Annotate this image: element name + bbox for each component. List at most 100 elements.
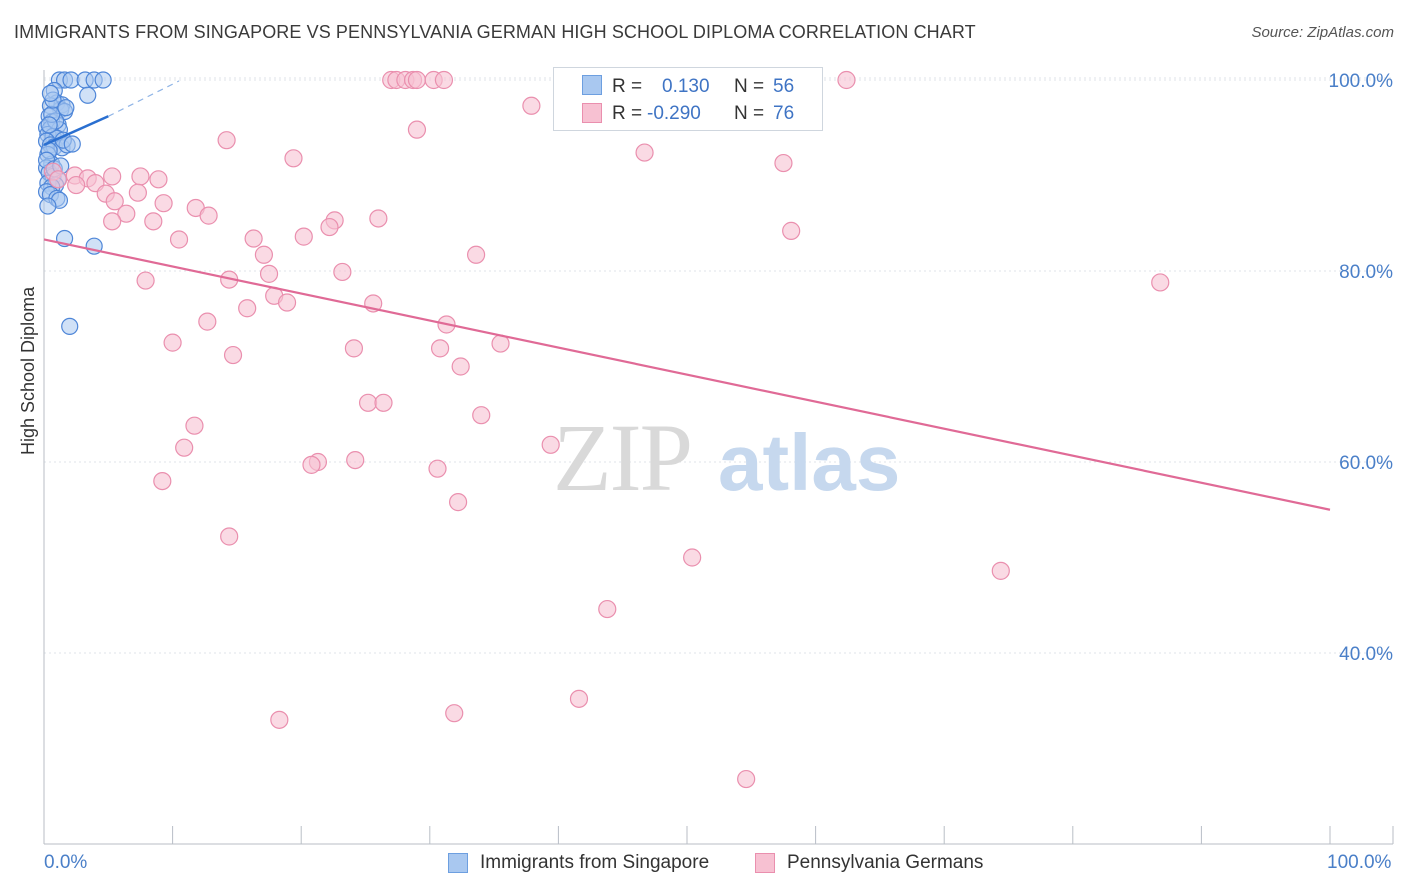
data-point-pennsylvania xyxy=(448,493,468,512)
data-point-pennsylvania xyxy=(169,230,189,249)
data-point-pennsylvania xyxy=(277,293,297,312)
trend-line-singapore xyxy=(43,115,109,147)
legend-n-value: 76 xyxy=(773,103,795,124)
data-point-singapore xyxy=(63,135,81,153)
data-point-pennsylvania xyxy=(837,70,856,90)
data-point-pennsylvania xyxy=(105,192,124,211)
watermark: ZIP atlas xyxy=(553,404,900,511)
series-legend: Immigrants from Singapore Pennsylvania G… xyxy=(0,850,1406,880)
data-point-pennsylvania xyxy=(635,143,654,162)
data-point-pennsylvania xyxy=(49,170,68,189)
x-tick-label-min: 0.0% xyxy=(44,852,88,873)
data-point-pennsylvania xyxy=(185,416,204,435)
legend-swatch-pennsylvania xyxy=(582,103,602,123)
data-point-pennsylvania xyxy=(522,96,541,115)
data-point-pennsylvania xyxy=(407,120,427,139)
data-point-singapore xyxy=(57,99,75,117)
data-point-pennsylvania xyxy=(598,599,617,619)
y-tick-label: 100.0% xyxy=(1329,71,1394,92)
data-point-pennsylvania xyxy=(259,264,279,283)
data-point-pennsylvania xyxy=(430,339,450,358)
data-point-pennsylvania xyxy=(991,561,1010,580)
data-point-pennsylvania xyxy=(374,393,393,412)
data-point-pennsylvania xyxy=(466,245,486,264)
chart-title: IMMIGRANTS FROM SINGAPORE VS PENNSYLVANI… xyxy=(14,22,976,42)
trend-line-singapore-extension xyxy=(108,80,180,117)
data-point-pennsylvania xyxy=(131,167,150,186)
data-point-pennsylvania xyxy=(67,175,86,195)
legend-n-label: N = xyxy=(734,76,765,97)
data-point-pennsylvania xyxy=(774,153,793,173)
data-point-pennsylvania xyxy=(737,769,756,789)
data-point-pennsylvania xyxy=(407,70,427,90)
legend-swatch-pennsylvania xyxy=(755,853,775,873)
gridlines xyxy=(44,77,1393,654)
data-point-singapore xyxy=(39,197,57,215)
data-point-pennsylvania xyxy=(472,406,491,425)
legend-r-value: -0.290 xyxy=(647,103,701,124)
data-point-pennsylvania xyxy=(198,312,217,331)
data-point-pennsylvania xyxy=(451,357,470,376)
data-point-pennsylvania xyxy=(223,345,243,365)
data-point-pennsylvania xyxy=(149,170,168,189)
trend-line-pennsylvania xyxy=(43,238,1331,511)
data-point-singapore xyxy=(40,116,58,134)
data-point-pennsylvania xyxy=(284,149,303,168)
data-point-singapore xyxy=(94,71,112,89)
legend-label-singapore: Immigrants from Singapore xyxy=(480,852,710,873)
series-pennsylvania-points xyxy=(43,70,1170,789)
data-point-pennsylvania xyxy=(294,227,313,246)
legend-swatch-singapore xyxy=(582,75,602,95)
data-point-singapore xyxy=(41,84,60,102)
legend-r-label: R = xyxy=(612,76,643,97)
data-point-pennsylvania xyxy=(782,221,801,240)
data-point-pennsylvania xyxy=(346,450,365,470)
data-point-pennsylvania xyxy=(153,472,172,491)
data-point-pennsylvania xyxy=(244,229,263,248)
data-point-pennsylvania xyxy=(175,438,194,457)
data-point-pennsylvania xyxy=(358,393,378,412)
legend-r-value: 0.130 xyxy=(662,76,710,97)
data-point-pennsylvania xyxy=(445,704,464,723)
data-point-pennsylvania xyxy=(541,435,560,454)
series-singapore-points xyxy=(37,71,112,335)
legend-n-value: 56 xyxy=(773,76,795,97)
data-point-pennsylvania xyxy=(163,333,182,352)
y-axis-label: High School Diploma xyxy=(18,286,38,455)
x-tick-label-max: 100.0% xyxy=(1327,852,1392,873)
data-point-pennsylvania xyxy=(428,459,447,478)
data-point-pennsylvania xyxy=(144,212,163,231)
y-tick-label: 40.0% xyxy=(1339,644,1393,665)
y-tick-label: 60.0% xyxy=(1339,453,1393,474)
data-point-pennsylvania xyxy=(333,262,352,282)
watermark-zip: ZIP xyxy=(553,404,691,511)
data-point-pennsylvania xyxy=(344,339,364,358)
legend-swatch-singapore xyxy=(448,853,468,873)
data-point-pennsylvania xyxy=(217,131,236,150)
source-label: Source: ZipAtlas.com xyxy=(1251,24,1394,41)
data-point-pennsylvania xyxy=(569,689,589,708)
data-point-pennsylvania xyxy=(683,548,702,567)
data-point-pennsylvania xyxy=(220,527,239,546)
watermark-atlas: atlas xyxy=(718,418,900,507)
stats-legend: R = 0.130 N = 56 R = -0.290 N = 76 xyxy=(553,67,823,131)
data-point-pennsylvania xyxy=(136,271,155,290)
data-point-pennsylvania xyxy=(320,217,339,237)
data-point-pennsylvania xyxy=(434,70,454,90)
data-point-pennsylvania xyxy=(302,455,321,474)
trend-lines xyxy=(43,80,1331,511)
data-point-pennsylvania xyxy=(238,299,257,318)
y-tick-label: 80.0% xyxy=(1339,262,1393,283)
data-point-singapore xyxy=(79,86,97,104)
legend-item-pennsylvania[interactable]: Pennsylvania Germans xyxy=(755,852,983,874)
data-point-pennsylvania xyxy=(154,194,173,213)
legend-n-label: N = xyxy=(734,103,765,124)
data-point-pennsylvania xyxy=(1151,273,1170,292)
data-point-singapore xyxy=(61,317,79,335)
data-point-pennsylvania xyxy=(103,167,122,186)
data-point-pennsylvania xyxy=(128,183,147,202)
legend-label-pennsylvania: Pennsylvania Germans xyxy=(787,852,984,873)
data-point-pennsylvania xyxy=(117,204,136,223)
legend-item-singapore[interactable]: Immigrants from Singapore xyxy=(448,852,709,874)
data-point-pennsylvania xyxy=(369,209,388,228)
